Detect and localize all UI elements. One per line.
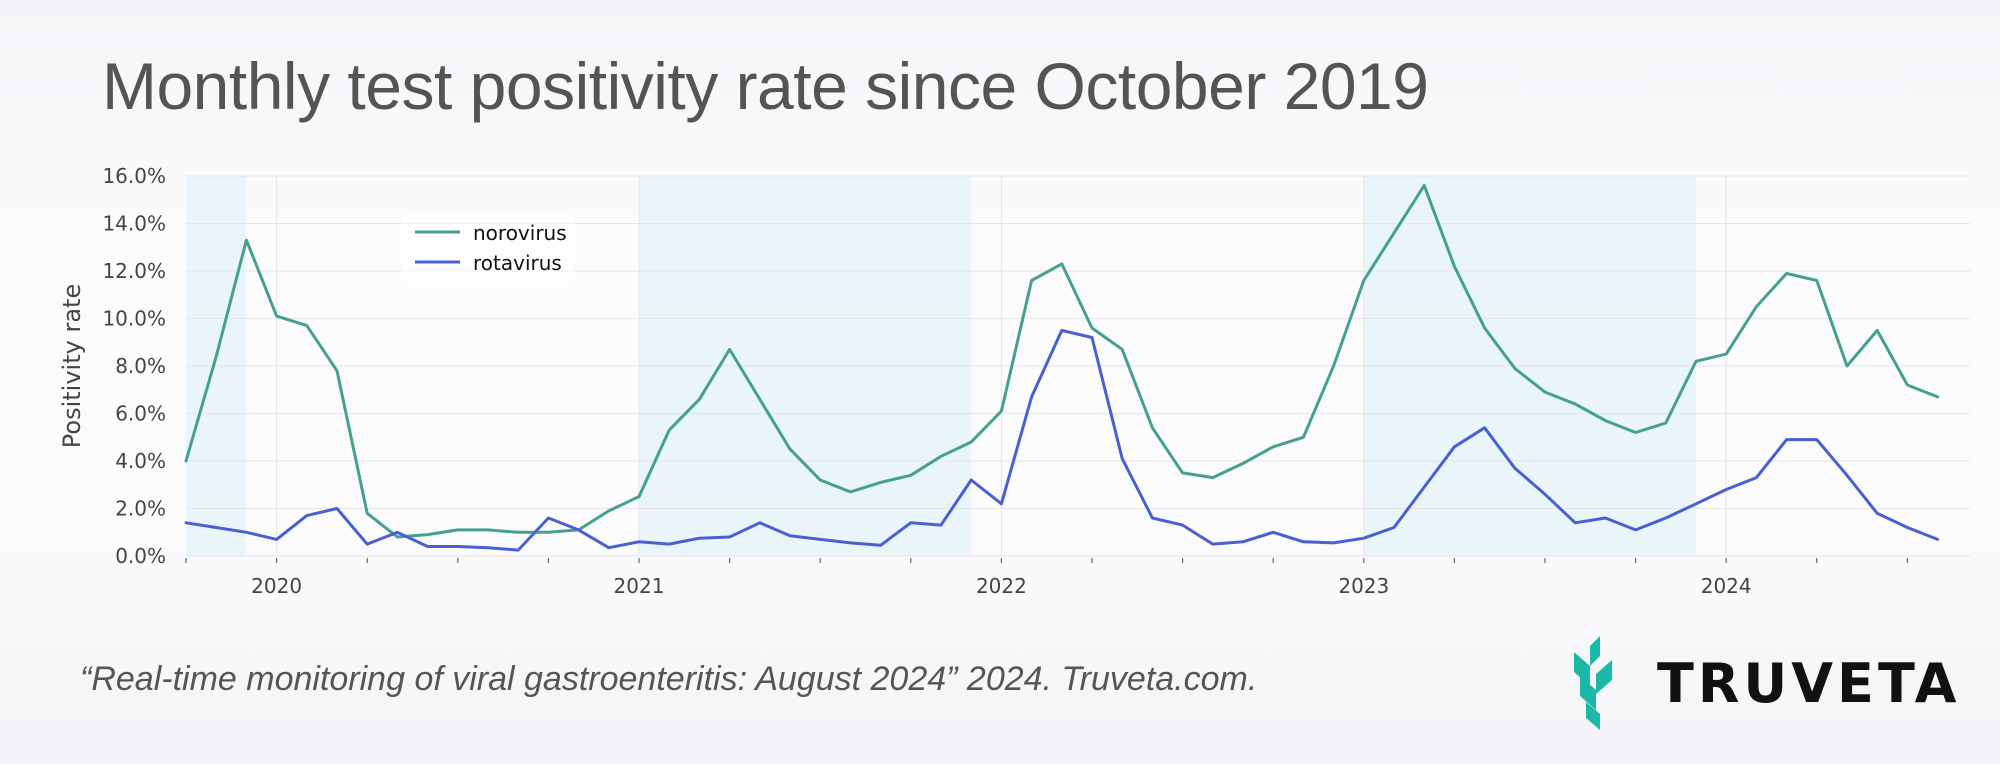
- logo-chevron-mark: [1574, 636, 1612, 730]
- legend: norovirus rotavirus: [402, 214, 574, 286]
- chart-area: 0.0% 2.0% 4.0% 6.0% 8.0% 10.0% 12.0% 14.0% 16.0%…: [58, 164, 1970, 598]
- x-tick-label: 2021: [614, 574, 665, 598]
- legend-label-rotavirus: rotavirus: [473, 251, 562, 275]
- series-lines: [184, 184, 1940, 552]
- x-tick-label: 2020: [251, 574, 302, 598]
- legend-background: [402, 214, 574, 286]
- y-tick-label: 10.0%: [102, 307, 166, 331]
- y-tick-label: 16.0%: [102, 164, 166, 188]
- chart-title: Monthly test positivity rate since Octob…: [102, 49, 1429, 123]
- y-tick-label: 4.0%: [115, 449, 166, 473]
- truveta-logo-icon: [1574, 636, 1612, 730]
- series-line-norovirus: [184, 184, 1940, 539]
- y-tick-label: 14.0%: [102, 212, 166, 236]
- legend-label-norovirus: norovirus: [473, 221, 567, 245]
- x-axis-ticks: 2020 2021 2022 2023 2024: [185, 558, 1909, 598]
- y-axis-label: Positivity rate: [58, 284, 86, 448]
- x-tick-label: 2023: [1338, 574, 1389, 598]
- y-axis-ticks: 0.0% 2.0% 4.0% 6.0% 8.0% 10.0% 12.0% 14.0% 16.0%: [102, 164, 166, 568]
- y-tick-label: 2.0%: [115, 497, 166, 521]
- logo-wordmark: TRUVETA: [1657, 652, 1961, 715]
- y-tick-label: 0.0%: [115, 544, 166, 568]
- y-tick-label: 8.0%: [115, 354, 166, 378]
- x-tick-label: 2024: [1701, 574, 1752, 598]
- x-tick-label: 2022: [976, 574, 1027, 598]
- citation-text: “Real-time monitoring of viral gastroent…: [80, 660, 1258, 698]
- y-tick-label: 12.0%: [102, 259, 166, 283]
- series-line-rotavirus: [184, 328, 1940, 552]
- y-tick-label: 6.0%: [115, 402, 166, 426]
